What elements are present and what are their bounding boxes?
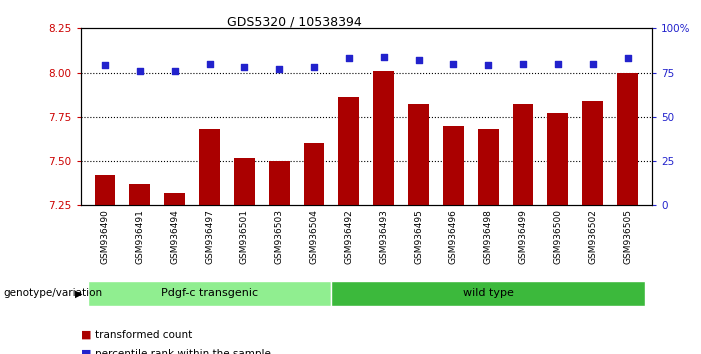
Bar [234,158,254,354]
Point [517,61,529,67]
Bar [617,73,638,354]
Bar [88,281,332,306]
Bar [373,71,394,354]
Point [204,61,215,67]
Text: genotype/variation: genotype/variation [4,289,102,298]
Bar [547,113,569,354]
Text: ■: ■ [81,349,91,354]
Point [378,54,389,59]
Text: transformed count: transformed count [95,330,192,339]
Text: GSM936496: GSM936496 [449,209,458,264]
Bar [408,104,429,354]
Point [100,63,111,68]
Text: GSM936491: GSM936491 [135,209,144,264]
Bar [512,104,533,354]
Point [134,68,145,74]
Point [308,64,320,70]
Point [622,56,633,61]
Text: ▶: ▶ [75,289,83,298]
Text: GSM936501: GSM936501 [240,209,249,264]
Bar [443,126,464,354]
Text: GSM936490: GSM936490 [100,209,109,264]
Point [448,61,459,67]
Bar [332,281,645,306]
Text: ■: ■ [81,330,91,339]
Text: GSM936503: GSM936503 [275,209,284,264]
Text: percentile rank within the sample: percentile rank within the sample [95,349,271,354]
Text: GSM936498: GSM936498 [484,209,493,264]
Bar [199,129,220,354]
Point [587,61,599,67]
Text: GSM936494: GSM936494 [170,209,179,264]
Point [169,68,180,74]
Point [552,61,564,67]
Text: GSM936502: GSM936502 [588,209,597,264]
Point [343,56,355,61]
Text: wild type: wild type [463,289,514,298]
Text: GSM936495: GSM936495 [414,209,423,264]
Bar [164,193,185,354]
Bar [339,97,360,354]
Text: GSM936505: GSM936505 [623,209,632,264]
Text: GSM936497: GSM936497 [205,209,214,264]
Point [482,63,494,68]
Bar [130,184,150,354]
Text: GSM936492: GSM936492 [344,209,353,264]
Point [273,66,285,72]
Bar [478,129,498,354]
Bar [95,175,116,354]
Text: GSM936504: GSM936504 [310,209,318,264]
Text: GSM936500: GSM936500 [553,209,562,264]
Point [413,57,424,63]
Point [239,64,250,70]
Text: GSM936499: GSM936499 [519,209,528,264]
Bar [583,101,603,354]
Bar [268,161,290,354]
Text: GDS5320 / 10538394: GDS5320 / 10538394 [227,16,362,29]
Text: GSM936493: GSM936493 [379,209,388,264]
Text: Pdgf-c transgenic: Pdgf-c transgenic [161,289,258,298]
Bar [304,143,325,354]
